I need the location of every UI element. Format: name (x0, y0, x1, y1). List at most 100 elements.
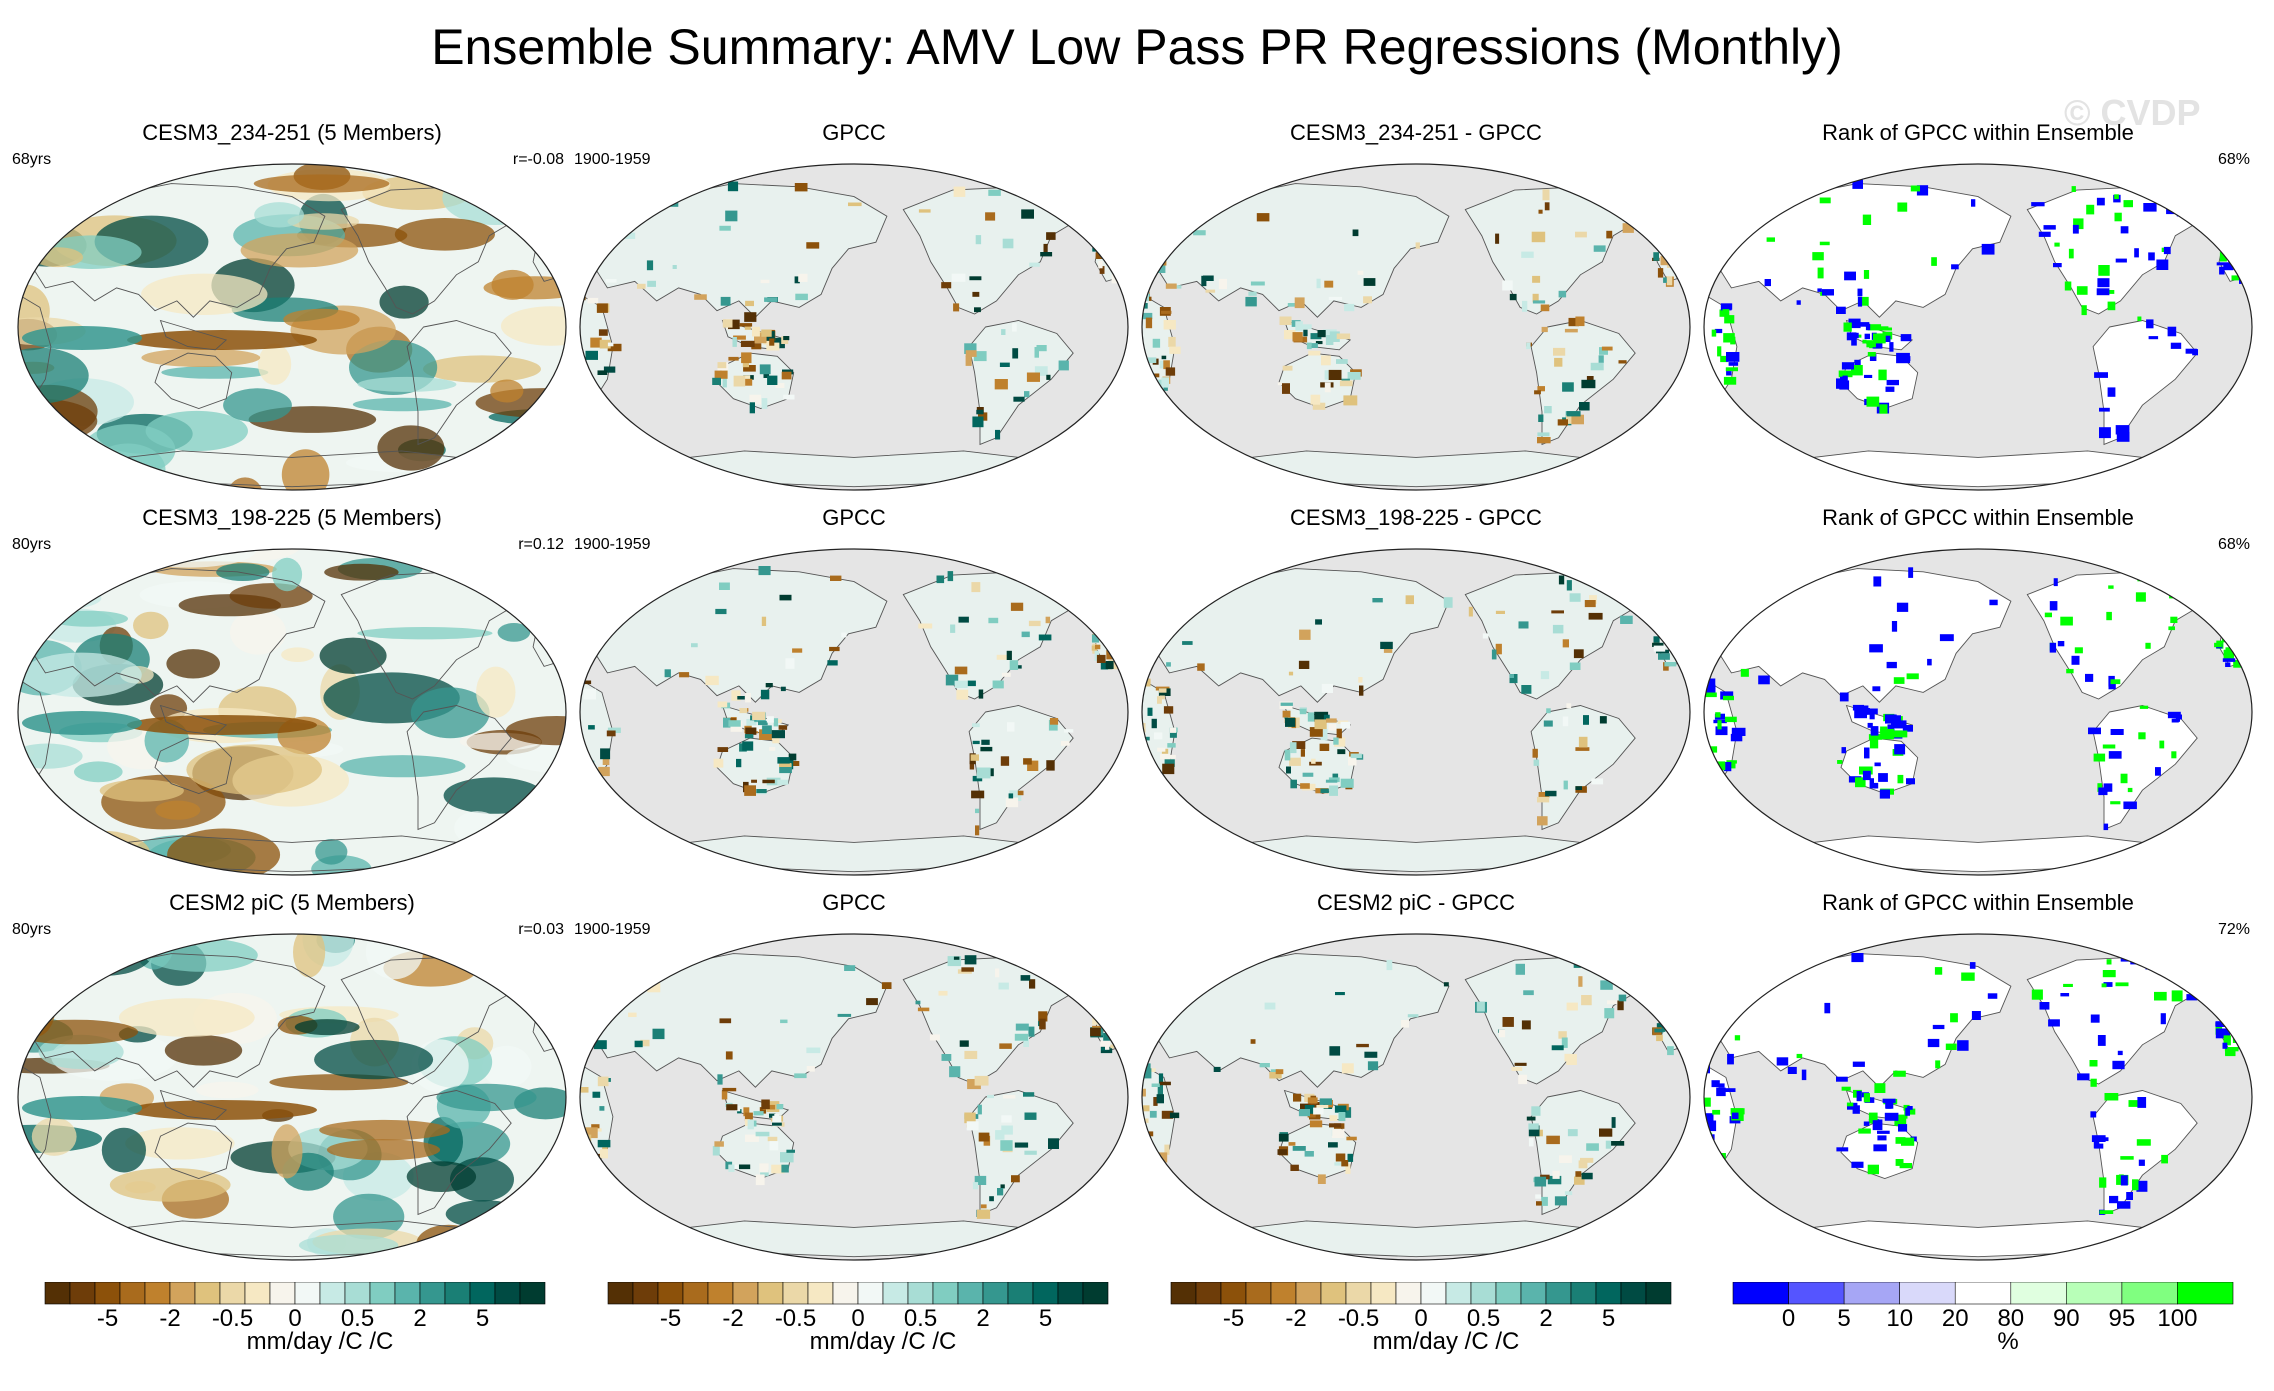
grid-cell (1709, 397, 1723, 401)
grid-cell (1197, 663, 1205, 671)
colorbar-swatch (1843, 1281, 1900, 1305)
grid-cell (769, 338, 775, 346)
grid-cell (597, 1139, 611, 1148)
grid-cell (1116, 261, 1121, 269)
grid-cell (2117, 1201, 2131, 1209)
grid-cell (2109, 1195, 2119, 1204)
grid-cell (717, 1074, 723, 1085)
panel-correlation-label: r=0.03 (518, 921, 564, 938)
grid-cell (1564, 1191, 1573, 1196)
grid-cell (1554, 357, 1563, 367)
grid-cell (1568, 317, 1580, 327)
anomaly-blob (518, 464, 566, 490)
colorbar-swatch (1732, 1281, 1789, 1305)
grid-cell (798, 273, 808, 282)
anomaly-blob (314, 1039, 434, 1080)
grid-cell (2063, 983, 2073, 987)
grid-cell (2138, 1159, 2145, 1166)
continent-australia (154, 1122, 233, 1179)
grid-cell (652, 1028, 665, 1040)
grid-cell (1145, 1148, 1156, 1155)
grid-cell (2179, 971, 2188, 978)
grid-cell (1245, 296, 1257, 307)
grid-cell (599, 1106, 605, 1111)
grid-cell (1685, 655, 1690, 661)
panel-period-label: 1900-1959 (574, 151, 651, 168)
map-boundary (579, 548, 1129, 876)
grid-cell (1324, 370, 1332, 380)
grid-cell (758, 720, 768, 726)
grid-cell (2216, 262, 2231, 266)
colorbar-tick-label: -5 (1223, 1305, 1244, 1328)
grid-cell (2234, 255, 2248, 264)
grid-cell (1544, 406, 1552, 414)
grid-cell (719, 225, 731, 231)
grid-cell (1313, 1107, 1324, 1115)
grid-cell (1145, 399, 1158, 409)
colorbar-swatch (1370, 1281, 1397, 1305)
anomaly-blob (491, 164, 566, 194)
grid-cell (2247, 634, 2252, 645)
grid-cell (1518, 621, 1529, 629)
grid-cell (1298, 1109, 1310, 1117)
grid-cell (1010, 602, 1024, 611)
grid-cell (749, 402, 755, 414)
grid-cell (2246, 611, 2252, 616)
grid-cell (1573, 649, 1584, 659)
anomaly-blob (357, 627, 493, 640)
grid-cell (1704, 678, 1716, 690)
anomaly-blob (324, 563, 399, 581)
grid-cell (1869, 644, 1883, 653)
colorbar-swatch (857, 1281, 884, 1305)
grid-cell (972, 775, 983, 782)
grid-cell (951, 273, 966, 282)
grid-cell (1545, 790, 1557, 797)
grid-cell (829, 646, 840, 652)
colorbar-scale: -5 -2 -0.5 0 0.5 2 5 (607, 1281, 1109, 1332)
grid-cell (1096, 620, 1102, 631)
anomaly-blob (495, 934, 566, 960)
grid-cell (1618, 360, 1627, 364)
grid-cell (1566, 1002, 1578, 1011)
grid-cell (1706, 1159, 1718, 1168)
grid-cell (1316, 1105, 1329, 1109)
grid-cell (1653, 252, 1659, 261)
grid-cell (2171, 990, 2183, 1002)
grid-cell (1123, 655, 1128, 660)
grid-cell (1537, 437, 1551, 444)
colorbar-tick-label: 0 (1782, 1305, 1795, 1328)
grid-cell (1961, 972, 1975, 981)
grid-cell (1295, 321, 1303, 331)
grid-cell (1723, 762, 1732, 772)
grid-cell (1841, 1086, 1851, 1091)
grid-cell (602, 758, 610, 765)
grid-cell (1704, 355, 1706, 366)
grid-cell (1299, 324, 1312, 330)
colorbar-swatch (1620, 1281, 1647, 1305)
grid-cell (1874, 326, 1889, 330)
panel-r2c4: Rank of GPCC within Ensemble 68% (1698, 505, 2258, 885)
grid-cell (1142, 393, 1153, 399)
grid-cell (795, 293, 808, 301)
grid-cell (1148, 786, 1154, 794)
continent-samerica (968, 1090, 1074, 1216)
grid-cell (1566, 580, 1572, 591)
grid-cell (1878, 369, 1887, 381)
grid-cell (1931, 257, 1937, 266)
grid-cell (1551, 610, 1564, 614)
grid-cell (1704, 390, 1712, 402)
grid-cell (1682, 271, 1690, 281)
anomaly-blob (31, 176, 85, 208)
grid-cell (1352, 229, 1359, 237)
colorbar-swatch (807, 1281, 834, 1305)
grid-cell (1531, 1106, 1541, 1116)
grid-cell (1105, 1046, 1110, 1050)
grid-cell (1566, 1054, 1577, 1065)
grid-cell (2167, 326, 2177, 337)
grid-cell (1916, 185, 1929, 196)
grid-cell (1344, 303, 1355, 312)
grid-cell (2247, 627, 2252, 631)
grid-cell (607, 342, 614, 347)
continent-greenland (1072, 564, 1118, 602)
anomaly-blob (462, 164, 566, 170)
